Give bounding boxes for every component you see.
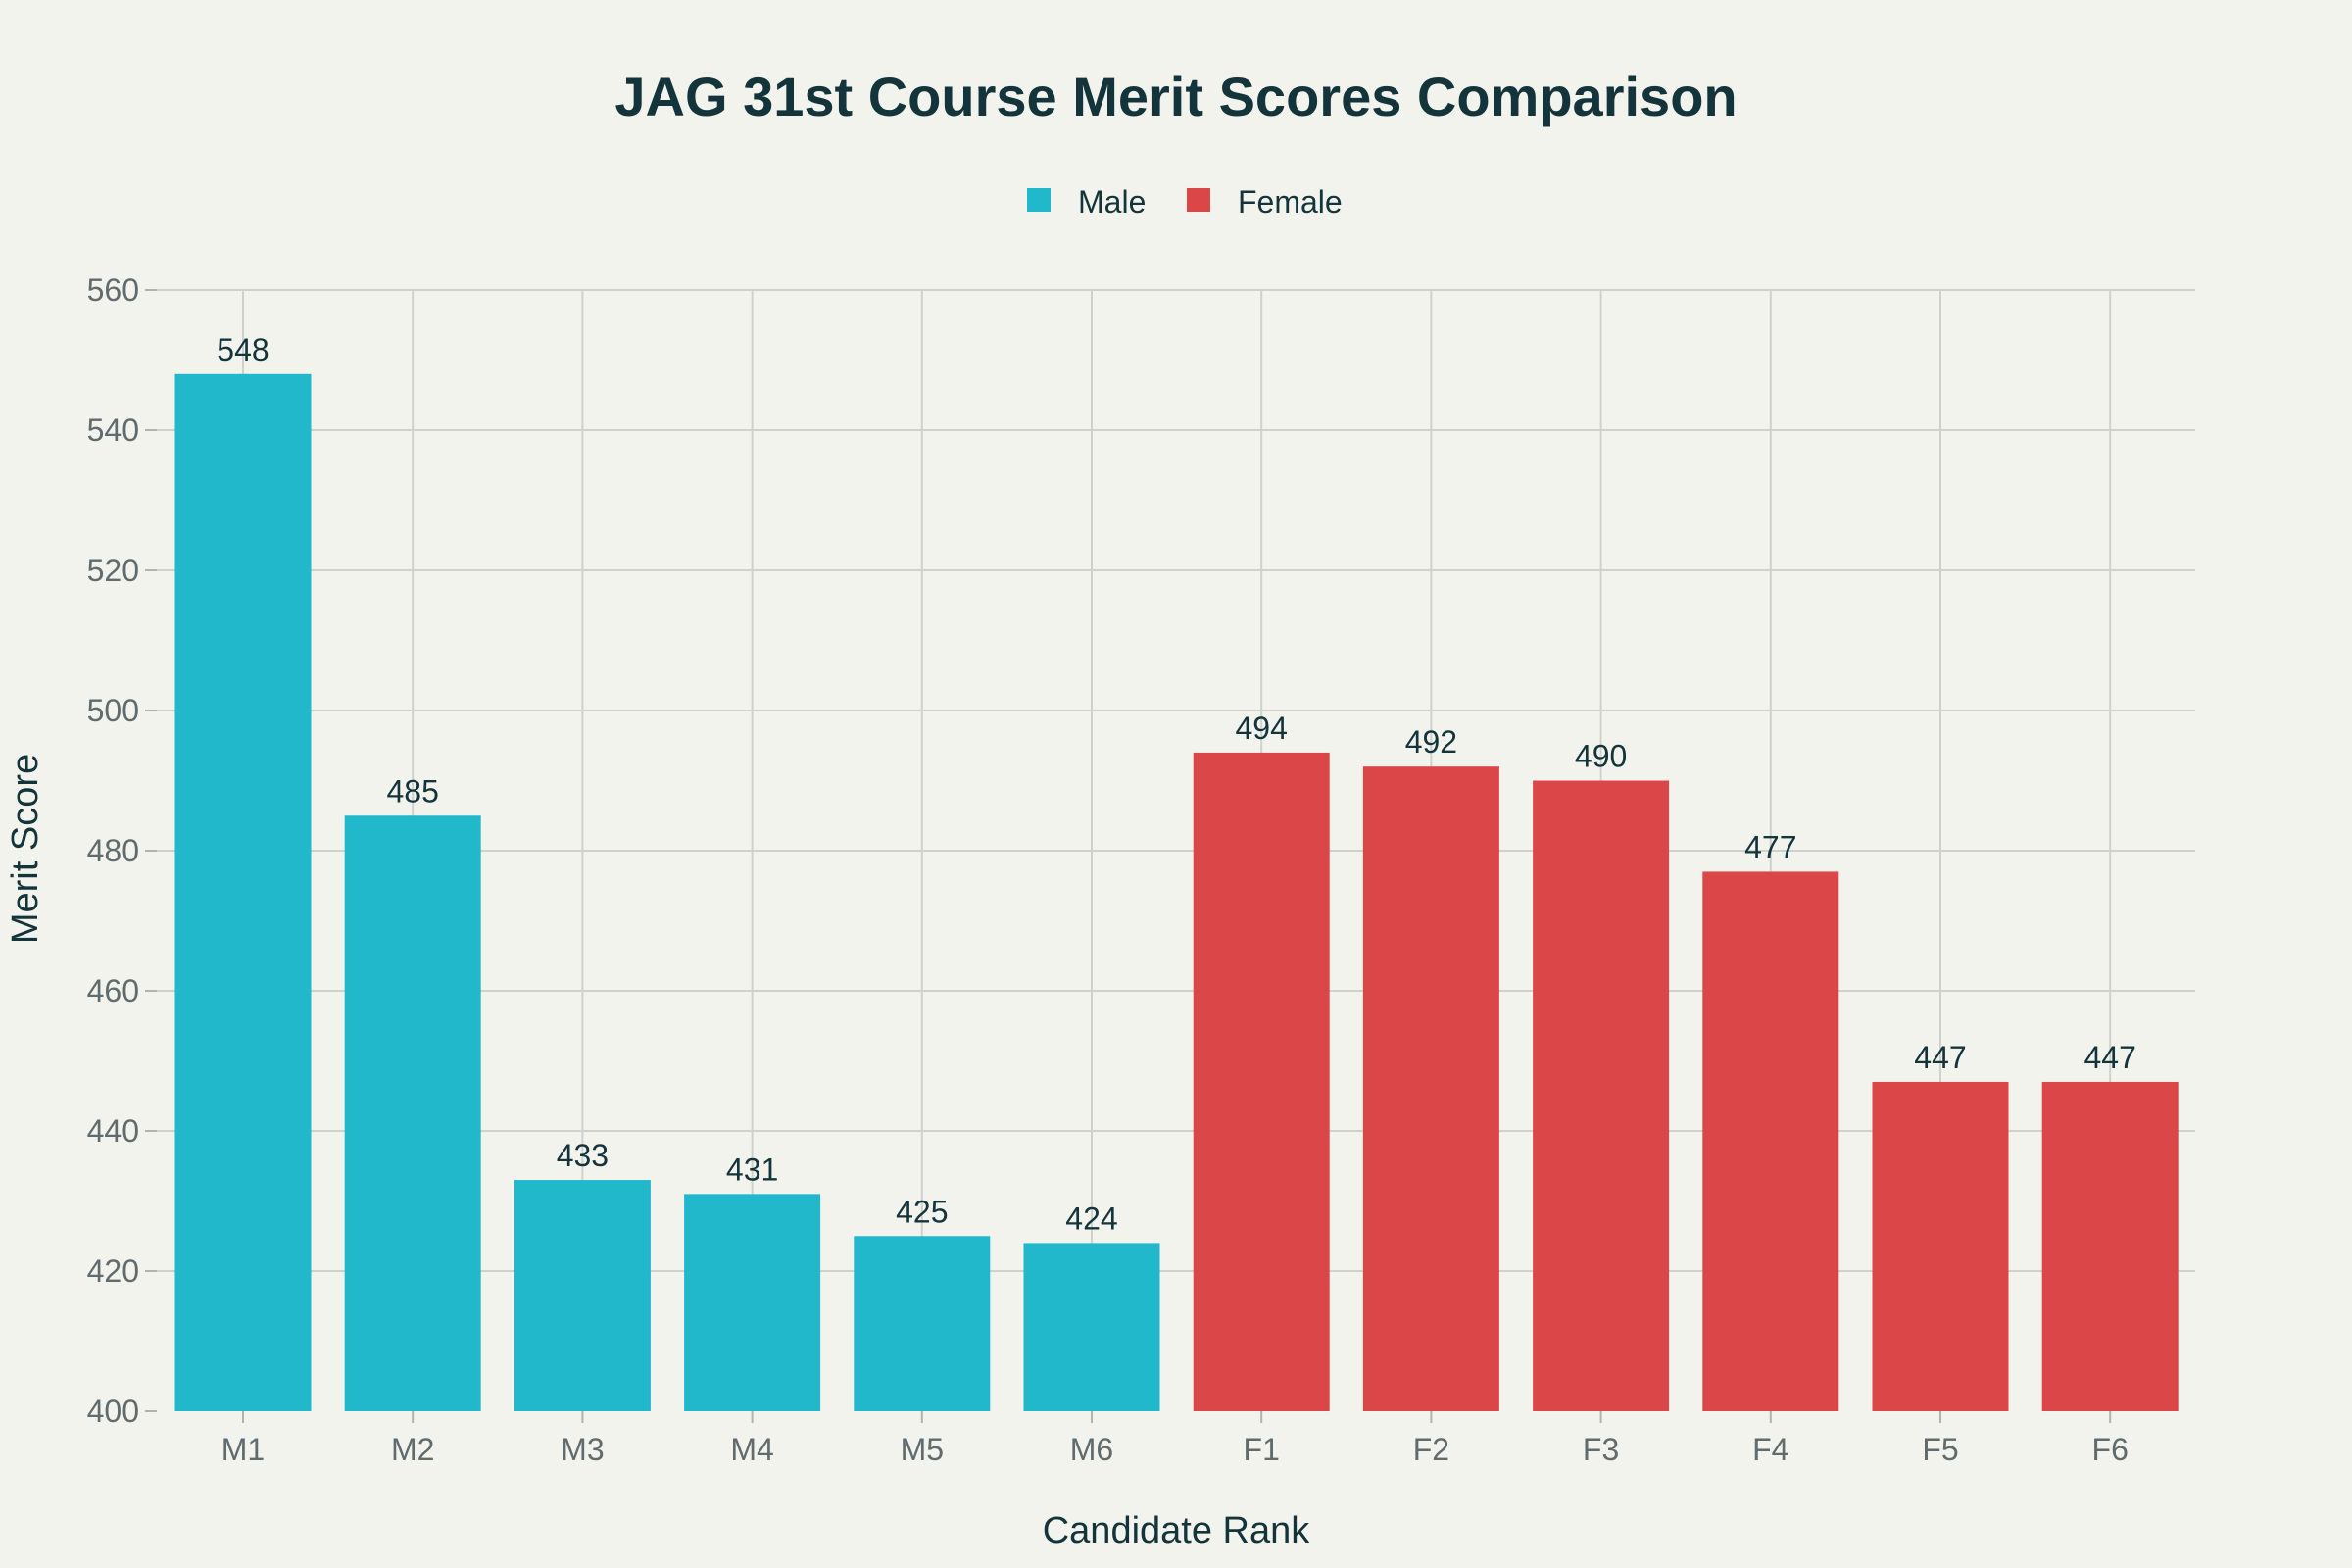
chart-title: JAG 31st Course Merit Scores Comparison <box>614 66 1737 127</box>
x-tick-label: M2 <box>391 1432 434 1467</box>
bar-m5 <box>854 1236 991 1411</box>
data-label-f1: 494 <box>1236 710 1288 746</box>
bar-f6 <box>2041 1081 2179 1411</box>
bar-m6 <box>1023 1243 1160 1411</box>
bar-m3 <box>514 1180 651 1411</box>
data-label-f5: 447 <box>1914 1040 1966 1075</box>
y-tick-label: 540 <box>87 413 139 448</box>
y-axis: 400 420 440 460 480 500 520 540 560 <box>87 272 157 1429</box>
data-label-f2: 492 <box>1405 724 1457 760</box>
data-label-m4: 431 <box>726 1152 778 1187</box>
legend: Male Female <box>1027 184 1343 220</box>
data-label-f4: 477 <box>1744 829 1796 864</box>
x-tick-label: M1 <box>221 1432 265 1467</box>
data-label-f6: 447 <box>2084 1040 2136 1075</box>
legend-label-female: Female <box>1238 184 1343 220</box>
x-tick-label: M4 <box>730 1432 773 1467</box>
x-tick-label: M5 <box>901 1432 944 1467</box>
legend-label-male: Male <box>1078 184 1146 220</box>
data-label-m6: 424 <box>1065 1200 1117 1236</box>
y-tick-label: 500 <box>87 693 139 728</box>
bar-f3 <box>1533 780 1670 1411</box>
data-label-m5: 425 <box>896 1194 948 1229</box>
y-axis-title: Merit Score <box>5 754 46 944</box>
y-tick-label: 520 <box>87 553 139 588</box>
y-tick-label: 460 <box>87 973 139 1008</box>
y-tick-label: 420 <box>87 1253 139 1289</box>
data-label-f3: 490 <box>1575 739 1627 774</box>
y-tick-label: 480 <box>87 833 139 868</box>
bars <box>174 373 2179 1411</box>
data-label-m2: 485 <box>387 773 439 808</box>
bar-f5 <box>1872 1081 2009 1411</box>
legend-swatch-female <box>1187 188 1210 212</box>
bar-m1 <box>174 373 312 1411</box>
x-tick-label: M3 <box>561 1432 604 1467</box>
bar-m4 <box>684 1194 821 1411</box>
x-tick-label: F5 <box>1922 1432 1958 1467</box>
bar-f4 <box>1702 871 1839 1411</box>
x-axis: M1 M2 M3 M4 M5 M6 F1 F2 F3 F4 F5 F6 <box>221 1411 2129 1467</box>
bar-f1 <box>1193 752 1330 1411</box>
legend-swatch-male <box>1027 188 1051 212</box>
data-label-m3: 433 <box>557 1138 609 1173</box>
x-tick-label: F1 <box>1244 1432 1280 1467</box>
y-tick-label: 440 <box>87 1113 139 1149</box>
y-tick-label: 560 <box>87 272 139 308</box>
x-tick-label: F2 <box>1413 1432 1449 1467</box>
bar-m2 <box>344 815 481 1411</box>
x-tick-label: F4 <box>1752 1432 1788 1467</box>
data-label-m1: 548 <box>217 332 269 368</box>
x-tick-label: F3 <box>1583 1432 1619 1467</box>
bar-f2 <box>1362 766 1499 1411</box>
grid <box>157 289 2195 1411</box>
data-labels: 548 485 433 431 425 424 494 492 490 477 447 447 <box>217 332 2136 1237</box>
x-tick-label: F6 <box>2092 1432 2129 1467</box>
x-axis-title: Candidate Rank <box>1043 1510 1311 1551</box>
x-tick-label: M6 <box>1070 1432 1113 1467</box>
y-tick-label: 400 <box>87 1394 139 1429</box>
